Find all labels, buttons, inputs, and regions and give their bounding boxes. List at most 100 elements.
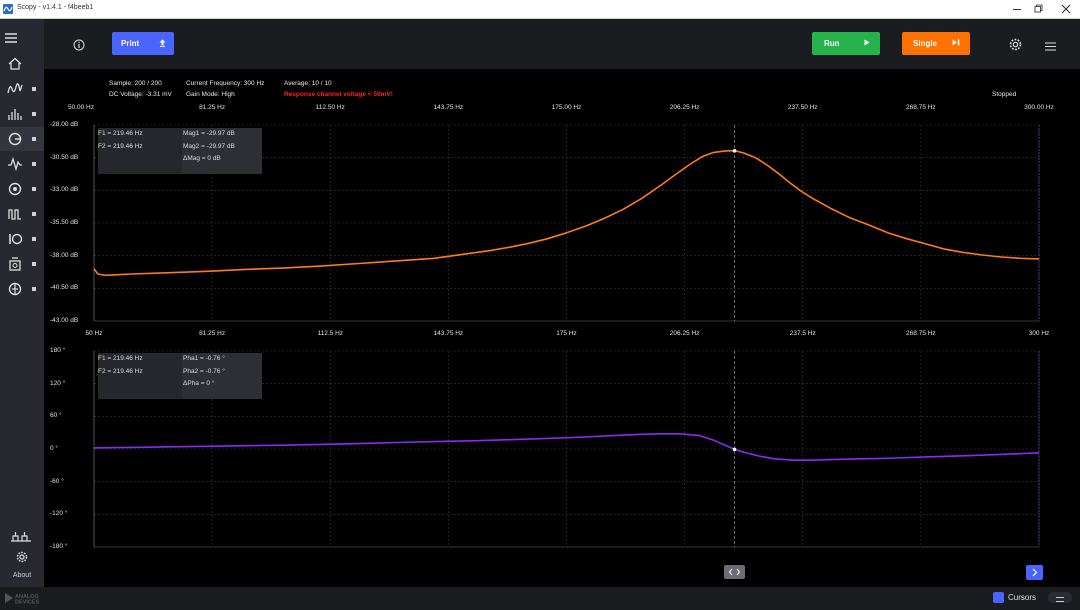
cursor-markers xyxy=(732,125,737,547)
minimize-icon xyxy=(1013,9,1021,10)
tool-sidebar: About xyxy=(0,19,44,587)
sidebar-item-logic-analyzer[interactable] xyxy=(0,277,44,301)
mag-cursor-delta: ΔMag = 0 dB xyxy=(183,155,221,162)
sidebar-item-menu-dot[interactable] xyxy=(32,262,36,266)
x-tick-label-top: 268.75 Hz xyxy=(906,104,936,111)
x-tick-label-top: 81.25 Hz xyxy=(199,104,226,111)
x-tick-label-top: 50.00 Hz xyxy=(67,104,94,111)
phase-cursor-readout: F1 = 219.46 Hz F2 = 219.46 Hz Pha1 = -0.… xyxy=(98,353,262,399)
current-frequency-readout: Current Frequency: 300 Hz xyxy=(186,80,265,87)
cursors-label: Cursors xyxy=(1008,593,1037,602)
mag-cursor-mag1: Mag1 = -29.97 dB xyxy=(183,130,235,137)
info-icon[interactable] xyxy=(73,38,85,51)
maximize-button[interactable] xyxy=(1024,3,1052,15)
sidebar-item-voltmeter[interactable] xyxy=(0,177,44,201)
sidebar-item-menu-dot[interactable] xyxy=(32,187,36,191)
sidebar-item-menu-dot[interactable] xyxy=(32,137,36,141)
run-button-label: Run xyxy=(824,39,840,48)
x-tick-label: 268.75 Hz xyxy=(906,330,936,337)
expand-panel-button[interactable] xyxy=(1026,565,1043,580)
sidebar-item-menu-dot[interactable] xyxy=(32,87,36,91)
y-tick-label: 180 ° xyxy=(50,347,66,354)
play-icon xyxy=(864,39,870,48)
x-tick-label: 206.25 Hz xyxy=(669,330,700,337)
sidebar-item-signal-generator[interactable] xyxy=(0,152,44,176)
channel-menu-icon[interactable] xyxy=(1044,39,1057,51)
home-icon xyxy=(7,56,23,72)
voltmeter-icon xyxy=(7,181,23,197)
network-analyzer-plot-area: Sample: 200 / 200 Current Frequency: 300… xyxy=(44,69,1080,559)
gain-mode-readout: Gain Mode: High xyxy=(186,91,235,98)
about-link[interactable]: About xyxy=(12,572,32,579)
phase-trace xyxy=(93,432,1040,462)
pha-cursor-f1: F1 = 219.46 Hz xyxy=(98,355,143,362)
pha-cursor-pha2: Pha2 = -0.76 ° xyxy=(183,368,225,375)
sidebar-item-home[interactable] xyxy=(0,52,44,76)
settings-gear-icon[interactable] xyxy=(16,550,28,563)
sidebar-item-menu-dot[interactable] xyxy=(32,162,36,166)
sidebar-item-network-analyzer[interactable] xyxy=(0,127,44,151)
y-tick-label: -38.00 dB xyxy=(50,251,79,259)
network-analyzer-icon xyxy=(7,131,23,147)
run-button[interactable]: Run xyxy=(812,32,880,55)
x-tick-label-top: 300.00 Hz xyxy=(1024,104,1054,111)
sidebar-item-oscilloscope[interactable] xyxy=(0,77,44,101)
x-tick-label-top: 112.50 Hz xyxy=(315,104,345,111)
sidebar-item-digital-io[interactable] xyxy=(0,227,44,251)
y-tick-label: -120 ° xyxy=(50,510,68,518)
general-settings-icon[interactable] xyxy=(1009,38,1022,51)
cursors-checkbox[interactable] xyxy=(993,592,1004,603)
x-tick-label-top: 206.25 Hz xyxy=(669,104,700,111)
window-title: Scopy - v1.4.1 - f4beeb1 xyxy=(17,4,94,11)
cursor-marker-handle[interactable] xyxy=(724,565,745,579)
magnitude-cursor-readout: F1 = 219.46 Hz F2 = 219.46 Hz Mag1 = -29… xyxy=(98,128,262,174)
x-tick-label-top: 143.75 Hz xyxy=(433,104,464,111)
top-toolbar: Print Run Single xyxy=(44,19,1080,69)
print-button-label: Print xyxy=(121,39,140,48)
analog-devices-logo: ANALOG DEVICES xyxy=(4,591,42,606)
sidebar-item-spectrum-analyzer[interactable] xyxy=(0,102,44,126)
x-tick-label: 81.25 Hz xyxy=(199,330,226,337)
minimize-button[interactable] xyxy=(1003,3,1031,15)
x-tick-label: 50 Hz xyxy=(85,330,103,337)
sidebar-item-menu-dot[interactable] xyxy=(32,287,36,291)
x-tick-label: 143.75 Hz xyxy=(433,330,464,337)
print-button[interactable]: Print xyxy=(112,32,174,55)
pha-cursor-pha1: Pha1 = -0.76 ° xyxy=(183,355,225,362)
pha-cursor-f2: F2 = 219.46 Hz xyxy=(98,368,143,375)
phase-cursor-freq-panel xyxy=(98,353,182,399)
magnitude-grid xyxy=(93,124,1040,322)
spectrum-analyzer-icon xyxy=(7,106,23,122)
sidebar-item-pattern-generator[interactable] xyxy=(0,202,44,226)
restore-icon xyxy=(1034,4,1043,13)
low-voltage-warning: Response channel voltage < 50mV! xyxy=(284,91,393,98)
logic-analyzer-icon xyxy=(7,281,23,297)
y-tick-label: -33.00 dB xyxy=(50,186,79,194)
scopy-app-icon xyxy=(3,4,13,14)
signal-generator-icon xyxy=(7,156,23,172)
close-button[interactable] xyxy=(1052,3,1080,15)
y-tick-label: -35.50 dB xyxy=(50,219,79,226)
y-tick-label: -43.00 dB xyxy=(50,317,79,324)
sidebar-item-menu-dot[interactable] xyxy=(32,237,36,241)
y-tick-label: 120 ° xyxy=(50,379,66,387)
y-tick-label: -30.50 dB xyxy=(50,153,79,161)
x-tick-label-top: 237.50 Hz xyxy=(787,104,818,111)
sidebar-item-menu-dot[interactable] xyxy=(32,112,36,116)
menu-hamburger-icon[interactable] xyxy=(4,31,18,43)
mag-cursor-f2: F2 = 219.46 Hz xyxy=(98,143,143,150)
single-button[interactable]: Single xyxy=(902,32,970,55)
y-tick-label: -28.00 dB xyxy=(50,121,79,128)
cursors-settings-button[interactable] xyxy=(1048,592,1072,603)
x-tick-label-top: 175.00 Hz xyxy=(551,104,582,111)
dc-voltage-readout: DC Voltage: -3.31 mV xyxy=(109,91,172,98)
export-arrow-icon xyxy=(159,39,166,49)
sidebar-item-power-supply[interactable] xyxy=(0,252,44,276)
step-play-icon xyxy=(952,39,960,48)
connect-devices-icon[interactable] xyxy=(9,529,33,543)
mag-cursor-f1: F1 = 219.46 Hz xyxy=(98,130,143,137)
pha-cursor-delta: ΔPha = 0 ° xyxy=(183,380,215,387)
y-tick-label: 60 ° xyxy=(50,412,62,420)
single-button-label: Single xyxy=(913,39,938,48)
sidebar-item-menu-dot[interactable] xyxy=(32,212,36,216)
